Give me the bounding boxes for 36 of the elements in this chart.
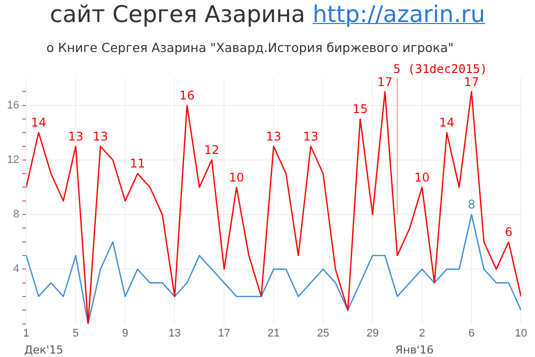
data-label: 10: [414, 170, 430, 184]
data-label: 14: [439, 116, 454, 130]
x-tick-label: 5: [72, 327, 79, 340]
x-tick-label: 17: [218, 327, 230, 340]
data-label: 11: [130, 156, 146, 171]
y-tick-label: 8: [13, 208, 20, 221]
y-tick-label: 12: [6, 154, 20, 166]
data-label: 17: [377, 74, 393, 89]
ref-line-label: 5 (31dec2015): [393, 62, 488, 76]
chart-title: сайт Сергея Азарина http://azarin.ru: [48, 2, 486, 28]
data-label: 13: [68, 129, 84, 144]
data-label: 6: [504, 224, 512, 239]
chart-subtitle: о Книге Сергея Азарина "Хавард.История биржевого игрока": [45, 40, 455, 55]
data-label: 14: [30, 116, 46, 130]
data-label: 13: [266, 129, 282, 144]
y-tick-label: 16: [6, 99, 20, 112]
text: Дек'15: [24, 343, 64, 356]
x-tick-label: 9: [122, 327, 128, 340]
data-label: 10: [228, 170, 244, 184]
y-tick-label: 4: [13, 263, 20, 276]
x-tick-label: 29: [366, 327, 379, 340]
x-tick-label: 10: [514, 327, 528, 340]
x-tick-label: 6: [468, 327, 475, 340]
data-label: 16: [179, 88, 195, 102]
data-label: 13: [303, 129, 318, 144]
data-label: 17: [464, 74, 480, 89]
data-label: 12: [204, 143, 220, 158]
x-tick-label: 21: [267, 327, 280, 340]
text: Янв'16: [395, 343, 434, 356]
data-label: 13: [92, 129, 108, 144]
x-tick-label: 25: [316, 327, 330, 340]
x-tick-label: 1: [23, 327, 30, 340]
x-tick-label: 13: [168, 327, 181, 340]
data-label: 8: [468, 198, 476, 212]
data-label: 15: [352, 102, 368, 116]
x-tick-label: 2: [418, 327, 426, 340]
